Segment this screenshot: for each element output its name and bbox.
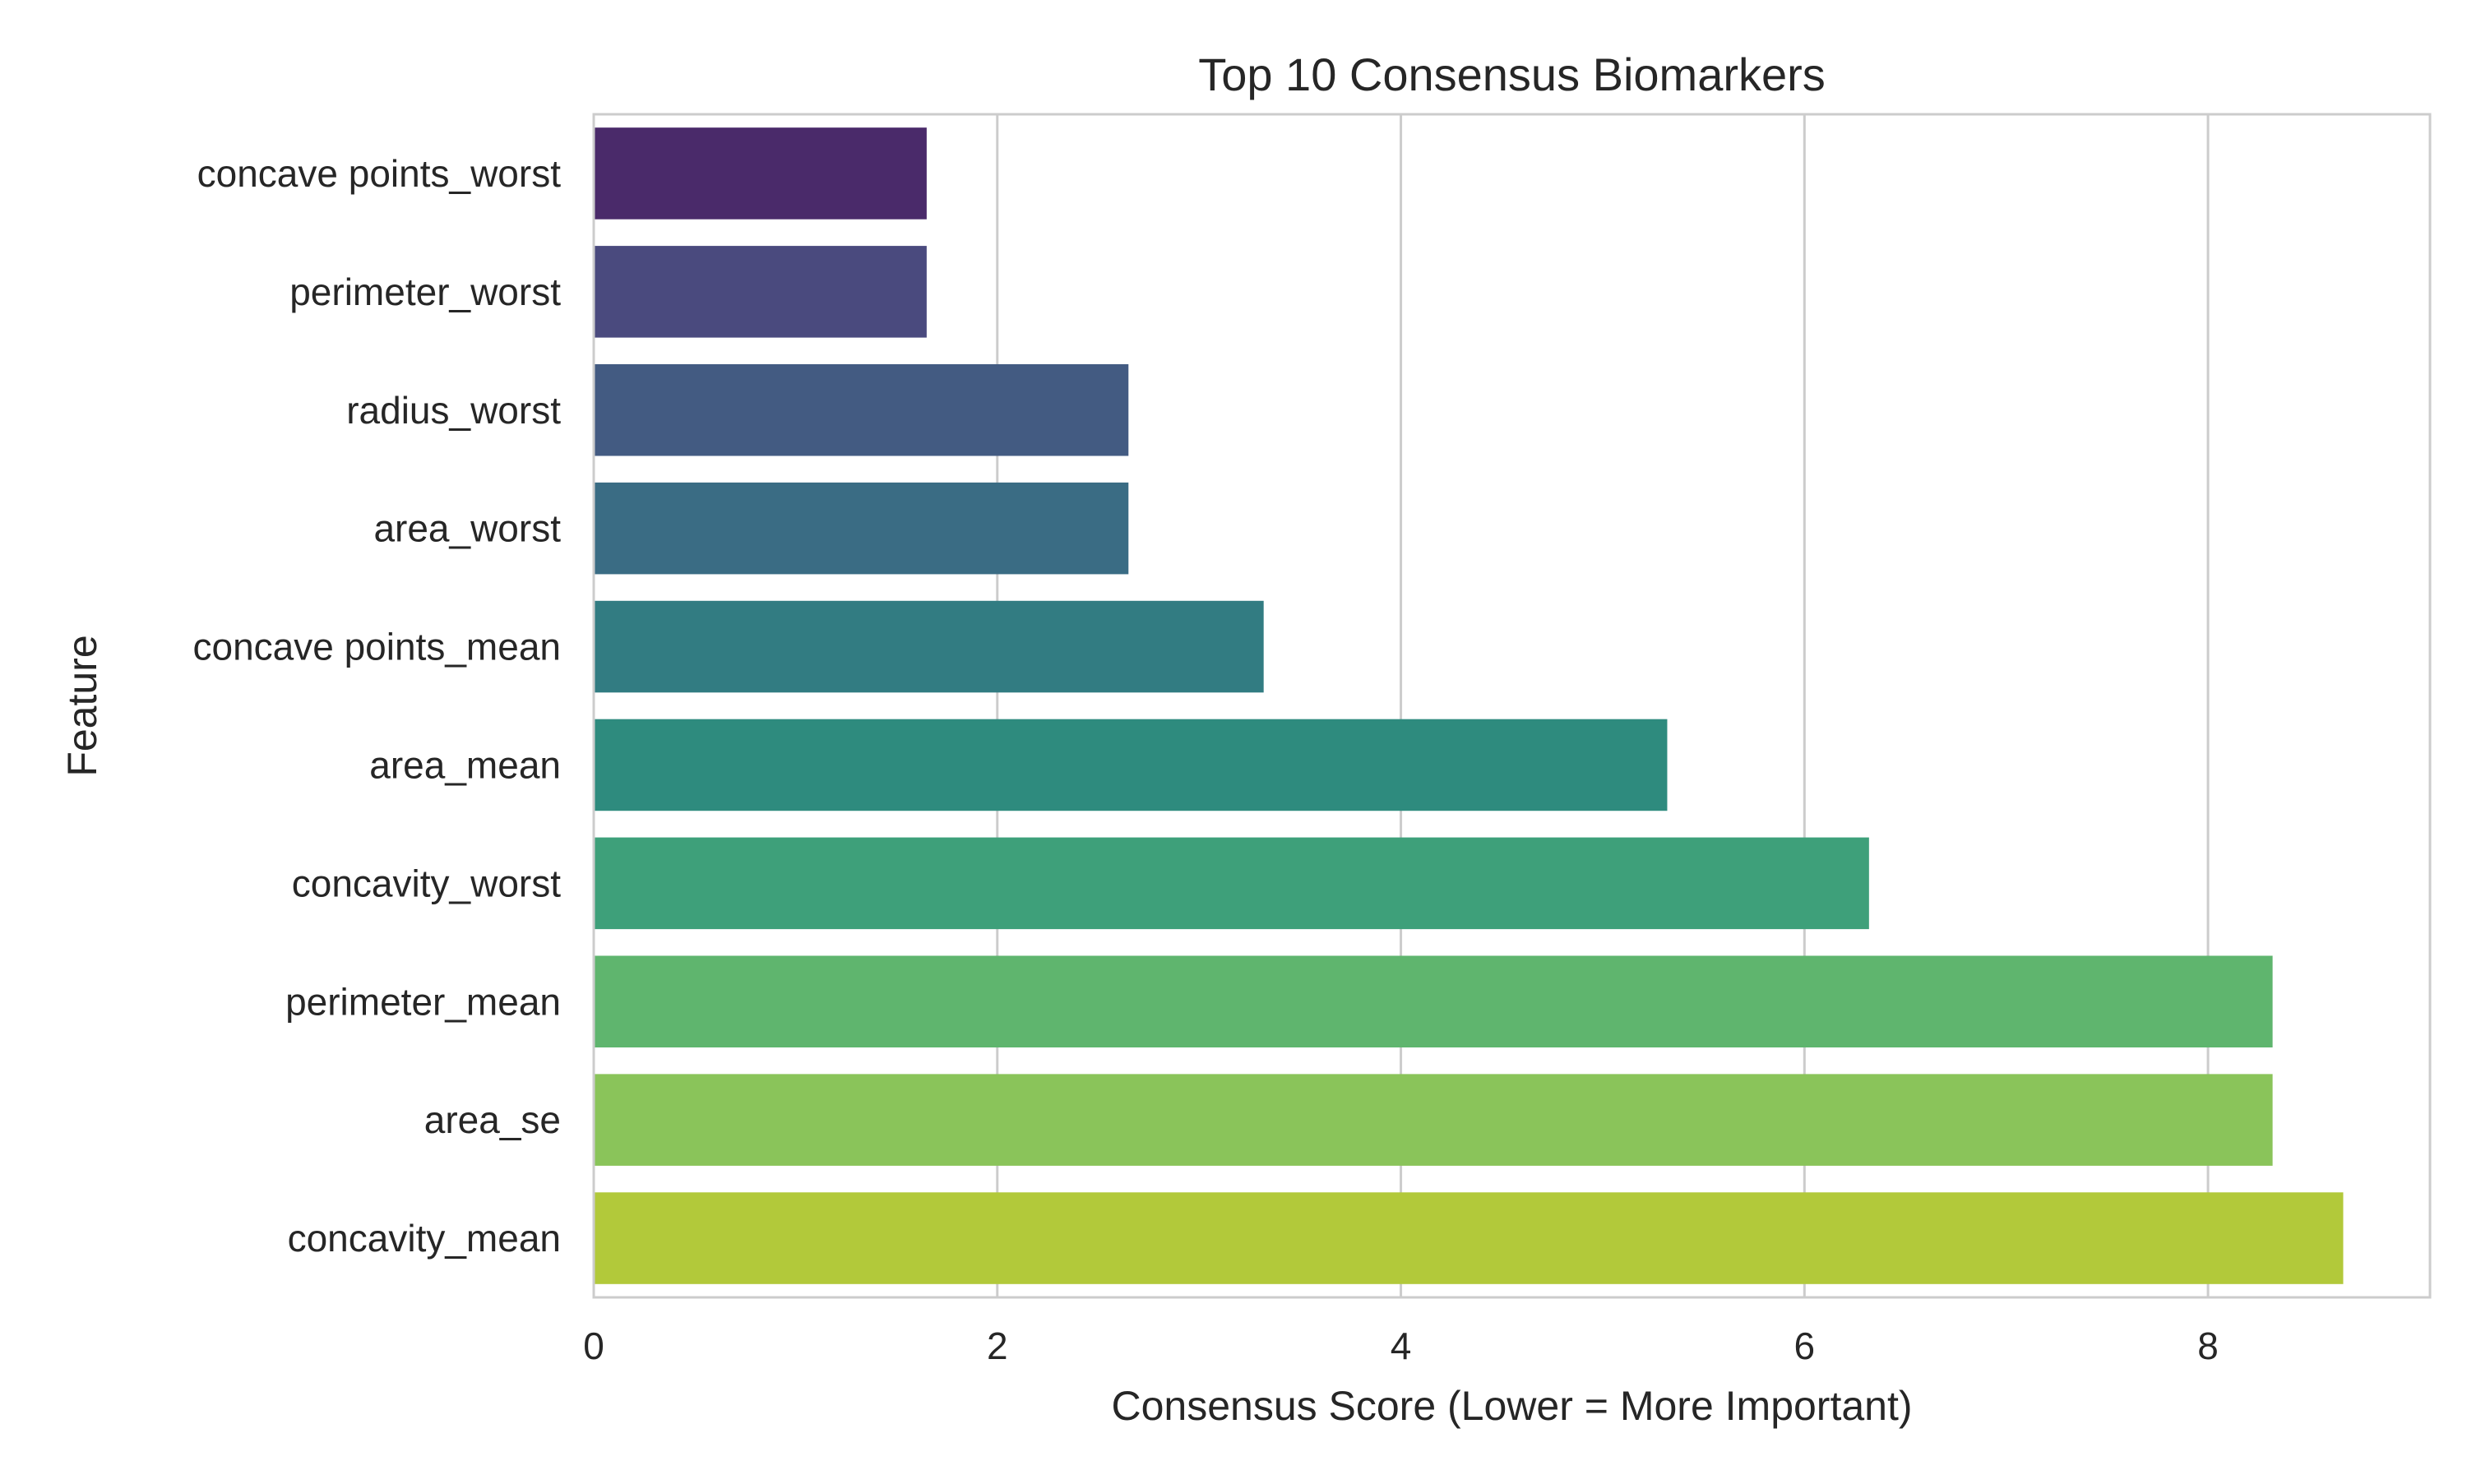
y-tick-label: perimeter_mean (285, 980, 561, 1023)
bars (594, 127, 2344, 1284)
y-tick-label: perimeter_worst (289, 270, 561, 313)
bar (594, 1192, 2344, 1284)
bar (594, 1074, 2273, 1166)
x-axis-label: Consensus Score (Lower = More Important) (1111, 1383, 1912, 1429)
x-tick-label: 8 (2197, 1325, 2219, 1367)
y-axis-label: Feature (59, 635, 105, 776)
x-tick-label: 2 (987, 1325, 1008, 1367)
x-axis-tick-labels: 0 2 4 6 8 (583, 1325, 2219, 1367)
y-tick-label: radius_worst (346, 389, 561, 432)
y-tick-label: area_se (424, 1098, 561, 1141)
bar (594, 246, 927, 338)
bar (594, 482, 1129, 575)
bar (594, 600, 1264, 693)
y-tick-label: concave points_worst (197, 152, 562, 195)
bar (594, 719, 1668, 811)
bar (594, 127, 927, 220)
plot-frame (592, 113, 2432, 1299)
y-tick-label: concavity_mean (288, 1217, 561, 1260)
y-tick-label: concave points_mean (192, 626, 561, 668)
x-tick-label: 0 (583, 1325, 604, 1367)
x-tick-label: 4 (1391, 1325, 1412, 1367)
bar (594, 955, 2273, 1048)
y-tick-label: area_mean (369, 743, 561, 786)
y-axis-tick-labels: concave points_worst perimeter_worstradiu… (192, 152, 561, 1260)
x-tick-label: 6 (1794, 1325, 1816, 1367)
y-tick-label: area_worst (373, 507, 561, 550)
bar (594, 837, 1869, 930)
y-tick-label: concavity_worst (292, 862, 561, 904)
bar (594, 363, 1129, 456)
chart-title: Top 10 Consensus Biomarkers (1198, 49, 1826, 100)
